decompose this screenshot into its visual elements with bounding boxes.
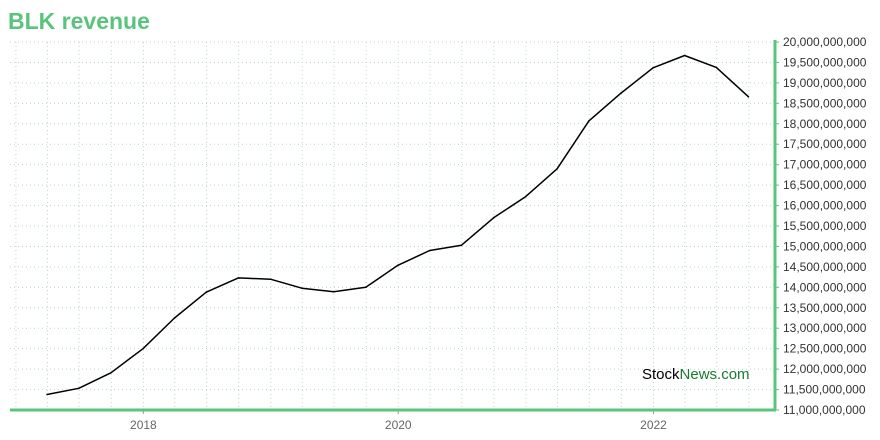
data-point — [620, 92, 622, 94]
data-point — [142, 347, 144, 350]
chart-title: BLK revenue — [8, 8, 150, 34]
data-point — [78, 387, 80, 390]
data-point — [683, 54, 686, 57]
data-point — [652, 67, 654, 69]
data-point — [524, 195, 527, 198]
data-point — [365, 286, 367, 289]
y-tick-label: 14,000,000,000 — [783, 280, 867, 294]
y-tick-label: 18,500,000,000 — [783, 96, 867, 110]
y-tick-label: 14,500,000,000 — [783, 260, 867, 274]
data-point — [173, 317, 176, 319]
y-tick-label: 15,000,000,000 — [783, 239, 867, 253]
data-point — [110, 372, 112, 374]
y-tick-label: 12,000,000,000 — [783, 362, 867, 376]
x-tick-label: 2020 — [385, 418, 412, 432]
data-point — [397, 264, 399, 267]
revenue-series-line — [46, 54, 750, 396]
y-tick-label: 17,500,000,000 — [783, 137, 867, 151]
y-tick-label: 16,000,000,000 — [783, 199, 867, 213]
watermark-part-stock: Stock — [642, 366, 680, 383]
y-tick-labels: 11,000,000,000 11,500,000,000 12,000,000,0… — [783, 35, 867, 417]
stocknews-watermark: StockNews.com — [642, 366, 750, 383]
series — [46, 54, 750, 396]
x-tick-labels: 2018 2020 2022 — [130, 418, 667, 432]
data-point — [747, 96, 750, 98]
y-tick-label: 20,000,000,000 — [783, 35, 867, 49]
x-tick-label: 2018 — [130, 418, 157, 432]
y-tick-label: 13,500,000,000 — [783, 301, 867, 315]
y-tick-label: 12,500,000,000 — [783, 342, 867, 356]
data-point — [269, 278, 272, 281]
data-point — [556, 168, 558, 170]
y-tick-label: 13,000,000,000 — [783, 321, 867, 335]
data-point — [205, 291, 207, 294]
axes — [10, 40, 779, 414]
y-tick-label: 11,000,000,000 — [783, 403, 866, 417]
y-tick-label: 16,500,000,000 — [783, 178, 867, 192]
data-point — [492, 217, 495, 219]
watermark-part-news: News.com — [680, 366, 750, 383]
grid — [10, 41, 775, 410]
data-point — [715, 66, 718, 69]
y-tick-label: 19,500,000,000 — [783, 55, 867, 69]
data-point — [46, 393, 48, 396]
data-point — [588, 120, 590, 122]
y-tick-label: 18,000,000,000 — [783, 117, 867, 131]
data-point — [428, 249, 431, 252]
data-point — [460, 244, 463, 246]
y-tick-label: 11,500,000,000 — [783, 383, 866, 397]
x-tick-label: 2022 — [640, 418, 667, 432]
data-point — [301, 287, 303, 290]
data-point — [332, 291, 335, 293]
y-tick-label: 15,500,000,000 — [783, 219, 867, 233]
data-point — [237, 277, 240, 279]
y-tick-label: 19,000,000,000 — [783, 76, 867, 90]
y-tick-label: 17,000,000,000 — [783, 158, 867, 172]
